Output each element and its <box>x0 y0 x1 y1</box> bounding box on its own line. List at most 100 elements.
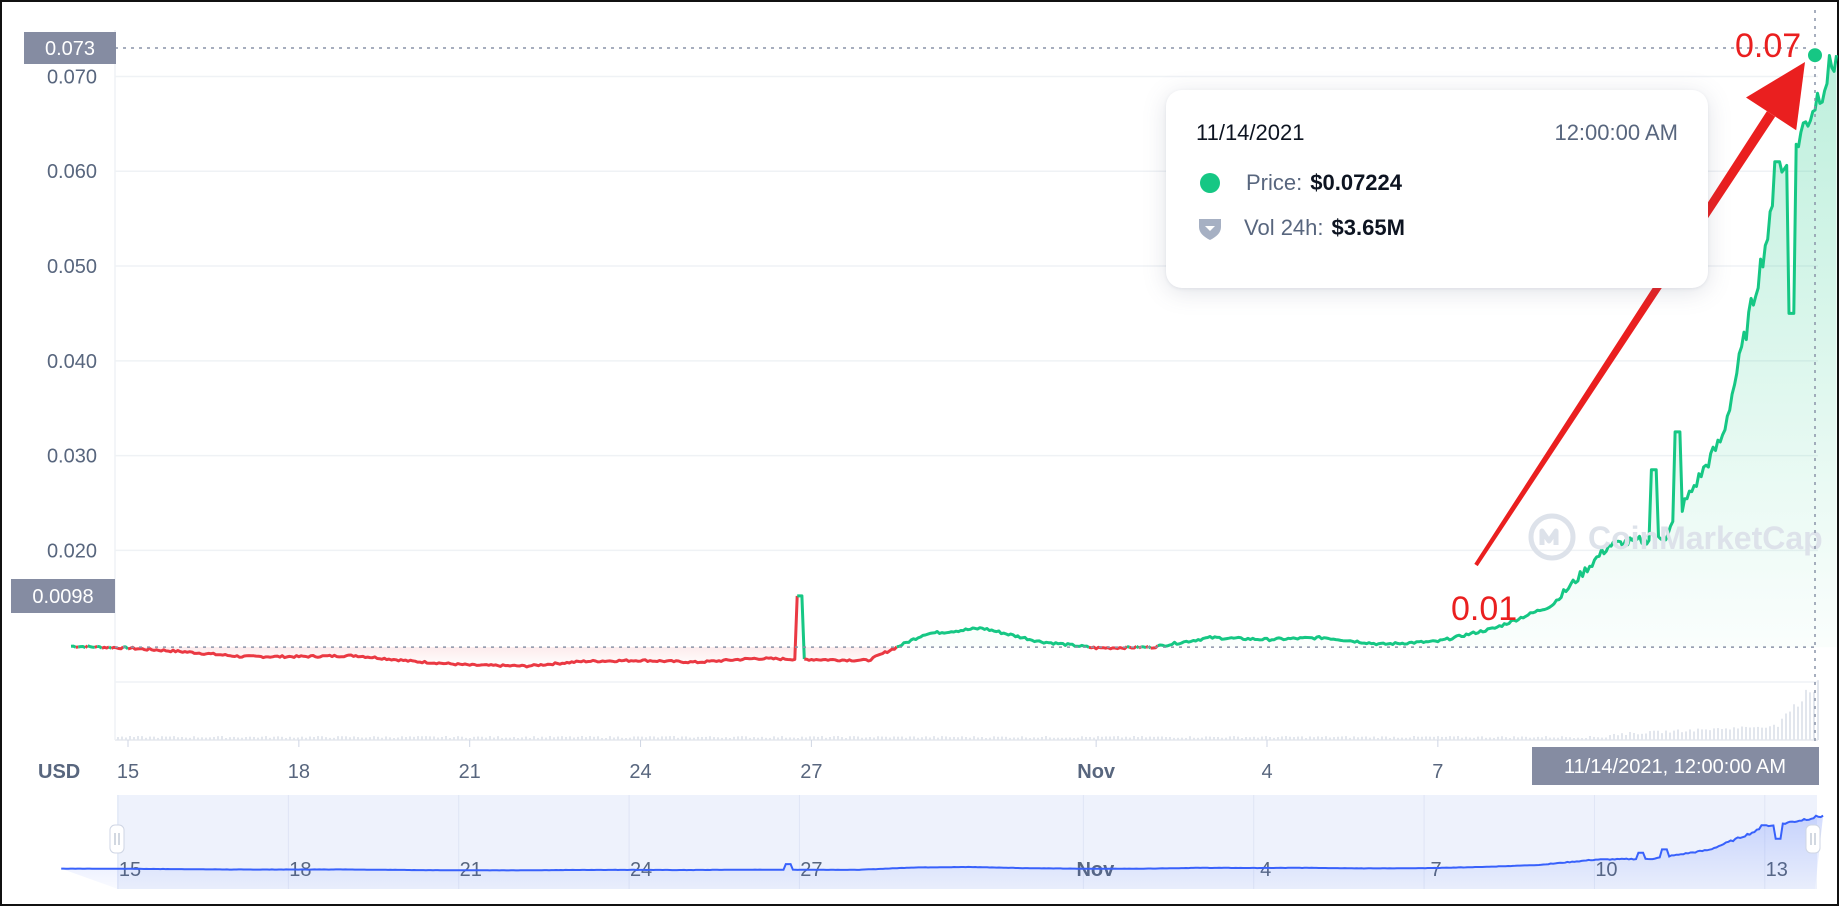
volume-bar <box>509 737 511 740</box>
volume-bar <box>1161 736 1163 740</box>
volume-bar <box>213 736 215 740</box>
volume-bar <box>1025 737 1027 740</box>
navigator-right-handle[interactable] <box>1805 824 1821 854</box>
volume-bar <box>237 737 239 740</box>
volume-bar <box>169 736 171 740</box>
volume-bar <box>609 736 611 740</box>
navigator-left-handle[interactable] <box>109 824 125 854</box>
volume-bar <box>225 737 227 740</box>
tooltip-vol-value: $3.65M <box>1331 215 1405 240</box>
volume-bar <box>285 737 287 740</box>
volume-bar <box>329 737 331 740</box>
volume-bar <box>153 736 155 740</box>
volume-bar <box>1005 736 1007 740</box>
volume-bar <box>853 736 855 740</box>
volume-bar <box>1185 737 1187 740</box>
price-line-down <box>101 645 110 650</box>
svg-text:11/14/2021, 12:00:00 AM: 11/14/2021, 12:00:00 AM <box>1564 756 1786 778</box>
x-tick-label: 7 <box>1432 761 1443 783</box>
volume-bar <box>469 737 471 740</box>
volume-bar <box>745 736 747 740</box>
volume-bar <box>1669 732 1671 740</box>
volume-bar <box>1521 736 1523 740</box>
volume-bar <box>1053 737 1055 740</box>
volume-bar <box>1121 737 1123 740</box>
volume-bar <box>173 736 175 740</box>
volume-bar <box>513 736 515 740</box>
volume-bar <box>1549 737 1551 740</box>
volume-bar <box>1509 737 1511 740</box>
volume-bar <box>493 737 495 740</box>
volume-bar <box>333 737 335 740</box>
annotation-start-label: 0.01 <box>1451 590 1517 628</box>
volume-bar <box>1061 737 1063 740</box>
volume-bar <box>1201 737 1203 740</box>
volume-bar <box>901 736 903 740</box>
volume-bar <box>1437 736 1439 740</box>
volume-bar <box>1289 736 1291 740</box>
navigator-line <box>61 814 1824 872</box>
crosshair-price-tag: 0.073 <box>24 32 116 64</box>
volume-bar <box>749 737 751 740</box>
volume-bar <box>553 737 555 740</box>
volume-bar <box>1665 730 1667 740</box>
volume-bar <box>353 736 355 740</box>
volume-bar <box>937 737 939 740</box>
volume-bar <box>409 736 411 740</box>
volume-bar <box>693 737 695 740</box>
volume-bar <box>1517 737 1519 740</box>
volume-bar <box>1365 736 1367 740</box>
volume-bar <box>1245 737 1247 740</box>
volume-bar <box>181 736 183 740</box>
volume-bar <box>1797 706 1799 740</box>
volume-icon <box>1199 219 1221 240</box>
volume-bar <box>1265 736 1267 740</box>
volume-bar <box>649 736 651 740</box>
volume-bar <box>1225 737 1227 740</box>
volume-bar <box>905 737 907 740</box>
volume-bar <box>1413 736 1415 740</box>
volume-bar <box>1009 737 1011 740</box>
volume-bar <box>1157 736 1159 740</box>
volume-bar <box>1045 736 1047 740</box>
handle-grip-icon <box>1805 824 1821 854</box>
volume-bar <box>1189 736 1191 740</box>
svg-text:0.0098: 0.0098 <box>32 586 93 608</box>
volume-bar <box>1377 737 1379 740</box>
volume-bar <box>1541 737 1543 740</box>
volume-bar <box>1309 736 1311 740</box>
volume-bar <box>1645 733 1647 740</box>
volume-bar <box>177 737 179 740</box>
volume-bar <box>641 736 643 740</box>
volume-bar <box>401 736 403 740</box>
volume-bar <box>765 737 767 740</box>
volume-bar <box>341 736 343 740</box>
volume-bar <box>557 736 559 740</box>
volume-bar <box>1537 736 1539 740</box>
volume-bar <box>1105 736 1107 740</box>
volume-bar <box>1173 737 1175 740</box>
volume-bar <box>593 736 595 740</box>
volume-bar <box>1761 727 1763 740</box>
svg-text:0.073: 0.073 <box>45 38 95 60</box>
volume-bar <box>1293 737 1295 740</box>
coinmarketcap-logo-icon <box>1528 513 1576 561</box>
range-navigator[interactable]: 1518212427Nov471013 <box>61 795 1824 889</box>
price-line-up <box>70 644 77 649</box>
volume-bar <box>1049 737 1051 740</box>
annotation-end-label: 0.07 <box>1735 27 1801 65</box>
volume-bar <box>1749 727 1751 740</box>
volume-bar <box>1601 737 1603 740</box>
volume-bar <box>925 736 927 740</box>
volume-bar <box>889 737 891 740</box>
volume-bar <box>1673 730 1675 740</box>
volume-bar <box>877 736 879 740</box>
volume-bar <box>993 736 995 740</box>
volume-bar <box>197 737 199 740</box>
volume-bar <box>445 736 447 740</box>
volume-bar <box>541 736 543 740</box>
volume-bar <box>929 737 931 740</box>
volume-bar <box>581 736 583 740</box>
volume-bar <box>1229 736 1231 740</box>
volume-bar <box>1073 737 1075 740</box>
